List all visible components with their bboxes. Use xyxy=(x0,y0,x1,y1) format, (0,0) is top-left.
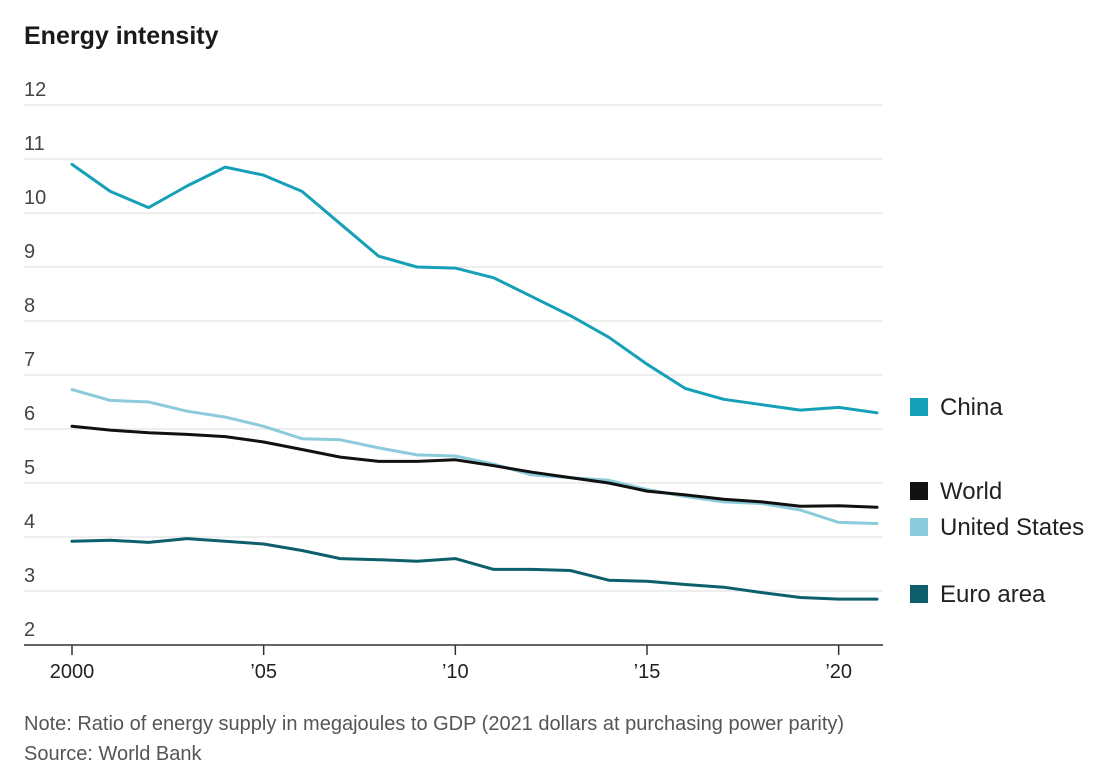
series-lines xyxy=(70,162,879,601)
series-line-euro-area xyxy=(70,537,879,601)
y-tick-label: 11 xyxy=(24,133,45,155)
x-tick-label: 2000 xyxy=(50,661,95,683)
note-text: Note: Ratio of energy supply in megajoul… xyxy=(24,713,845,735)
source-text: Source: World Bank xyxy=(24,743,202,765)
legend-label-euro-area: Euro area xyxy=(940,581,1046,608)
series-line-united-states xyxy=(70,388,879,525)
legend-swatch-china xyxy=(910,398,928,416)
y-tick-label: 5 xyxy=(24,457,35,479)
chart-footnote: Note: Ratio of energy supply in megajoul… xyxy=(24,709,844,769)
y-tick-label: 4 xyxy=(24,511,35,533)
y-tick-label: 7 xyxy=(24,349,35,371)
x-tick-label: ’15 xyxy=(634,661,661,683)
x-tick-label: ’05 xyxy=(250,661,277,683)
y-tick-label: 3 xyxy=(24,565,35,587)
y-axis-ticks: 2 3 4 5 6 7 8 9 10 11 12 xyxy=(24,79,46,641)
y-tick-label: 8 xyxy=(24,295,35,317)
y-tick-label: 2 xyxy=(24,619,35,641)
y-tick-label: 10 xyxy=(24,187,46,209)
chart-title: Energy intensity xyxy=(24,22,219,50)
y-tick-label: 9 xyxy=(24,241,35,263)
x-axis: 2000 ’05 ’10 ’15 ’20 xyxy=(50,645,852,683)
y-tick-label: 6 xyxy=(24,403,35,425)
x-tick-label: ’20 xyxy=(825,661,852,683)
legend-swatch-euro-area xyxy=(910,585,928,603)
x-tick-label: ’10 xyxy=(442,661,469,683)
chart-svg: 2 3 4 5 6 7 8 9 10 11 12 2000 ’05 ’10 ’15 ’20 China Wor… xyxy=(24,79,1084,683)
gridlines xyxy=(24,104,883,646)
series-line-china xyxy=(70,162,879,415)
series-line-world xyxy=(70,424,879,509)
legend-label-united-states: United States xyxy=(940,514,1084,541)
legend-label-china: China xyxy=(940,394,1003,421)
legend: China World United States Euro area xyxy=(910,394,1084,608)
legend-label-world: World xyxy=(940,478,1002,505)
y-tick-label: 12 xyxy=(24,79,46,101)
legend-swatch-world xyxy=(910,482,928,500)
legend-swatch-united-states xyxy=(910,518,928,536)
